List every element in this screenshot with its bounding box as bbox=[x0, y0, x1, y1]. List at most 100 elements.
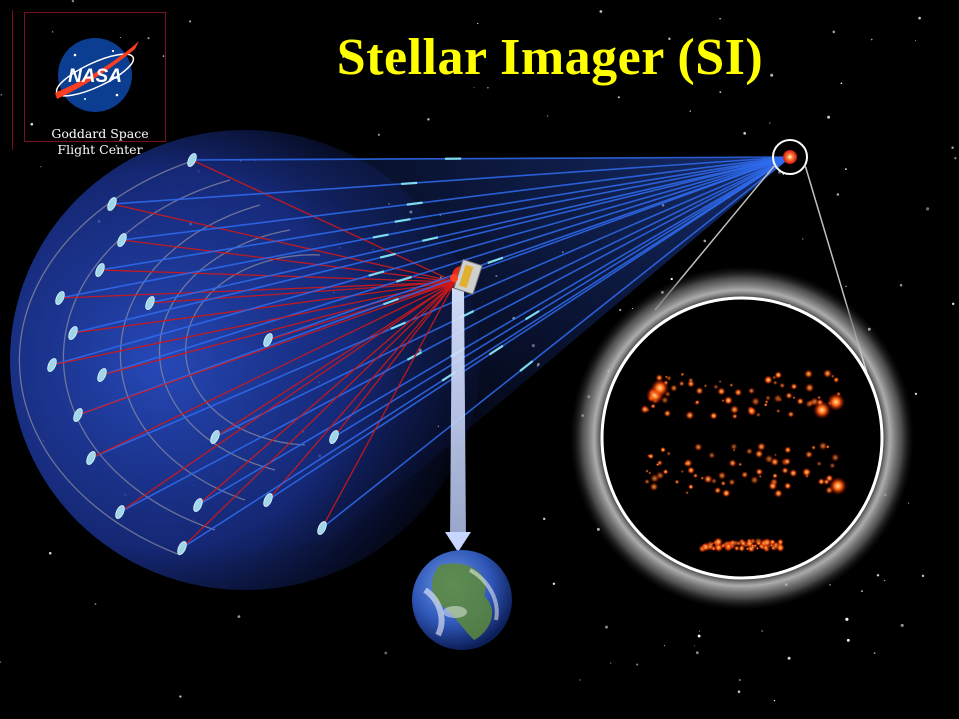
background-star bbox=[579, 679, 581, 681]
background-star bbox=[0, 661, 1, 663]
starspot bbox=[765, 400, 769, 404]
background-star bbox=[40, 165, 42, 168]
background-star bbox=[845, 285, 847, 288]
starspot bbox=[703, 384, 708, 388]
mirror-satellite bbox=[263, 333, 273, 347]
starspot bbox=[816, 461, 822, 467]
starspot bbox=[772, 375, 777, 380]
starspot bbox=[751, 397, 760, 406]
mirror-satellite bbox=[117, 233, 127, 247]
background-star bbox=[695, 651, 699, 655]
starspot bbox=[650, 403, 656, 409]
starspot bbox=[746, 447, 753, 455]
mirror-satellite bbox=[263, 493, 273, 507]
incoming-beam bbox=[214, 156, 791, 438]
background-star bbox=[719, 17, 721, 20]
hub-spacecraft bbox=[450, 258, 483, 295]
starspot bbox=[648, 471, 652, 475]
starspot bbox=[804, 383, 815, 393]
starspot bbox=[683, 458, 693, 468]
starspot bbox=[692, 473, 699, 479]
background-star bbox=[845, 617, 849, 621]
background-star bbox=[617, 96, 620, 99]
bright-starspot bbox=[829, 477, 847, 495]
beam-arrow bbox=[524, 310, 540, 321]
starspot bbox=[765, 395, 771, 401]
starspot bbox=[831, 453, 840, 462]
star-target bbox=[772, 139, 808, 175]
background-star bbox=[743, 132, 747, 135]
starspot bbox=[747, 406, 756, 416]
background-star bbox=[832, 30, 836, 34]
background-star bbox=[599, 10, 603, 13]
background-star bbox=[30, 122, 34, 126]
incoming-beam bbox=[59, 156, 791, 299]
starspot bbox=[776, 543, 785, 553]
logo-caption: Goddard Space Flight Center bbox=[28, 126, 172, 158]
beam-arrow bbox=[488, 344, 504, 356]
incoming-beam bbox=[191, 156, 791, 161]
background-star bbox=[52, 31, 54, 33]
mirror-array bbox=[47, 153, 339, 555]
reflected-beam bbox=[51, 281, 456, 366]
starspot bbox=[725, 542, 732, 550]
starspot bbox=[738, 462, 743, 467]
background-star bbox=[697, 634, 701, 638]
page-title: Stellar Imager (SI) bbox=[336, 29, 764, 86]
mirror-satellite bbox=[73, 408, 83, 422]
starspot bbox=[762, 537, 772, 548]
background-star bbox=[802, 238, 804, 240]
starspot bbox=[817, 395, 822, 400]
starspot bbox=[774, 371, 783, 379]
background-star bbox=[377, 133, 381, 136]
reflected-beam bbox=[121, 239, 456, 283]
mirror-satellite bbox=[115, 505, 125, 519]
starspot bbox=[763, 375, 773, 385]
reflected-beam bbox=[181, 281, 456, 549]
background-star bbox=[546, 115, 549, 117]
starspot bbox=[728, 478, 736, 486]
beam-arrow bbox=[519, 360, 534, 372]
starspot bbox=[662, 469, 669, 475]
incoming-beam bbox=[77, 156, 791, 416]
starspot bbox=[783, 457, 791, 466]
starspot bbox=[717, 387, 726, 396]
starspot bbox=[772, 380, 778, 386]
incoming-beam bbox=[321, 156, 791, 529]
background-star bbox=[899, 283, 903, 287]
starspot bbox=[805, 400, 814, 409]
starspot bbox=[649, 482, 659, 492]
starspot bbox=[784, 482, 792, 490]
starspot bbox=[688, 484, 694, 490]
starspot bbox=[694, 443, 703, 452]
background-star bbox=[636, 663, 639, 666]
beam-arrow bbox=[368, 270, 385, 277]
reflected-beam bbox=[90, 281, 456, 459]
starspot bbox=[768, 481, 778, 491]
background-star bbox=[604, 625, 609, 629]
incoming-beam bbox=[99, 156, 791, 271]
beam-arrow bbox=[487, 256, 504, 264]
background-star bbox=[770, 73, 774, 77]
background-star bbox=[844, 168, 847, 171]
background-star bbox=[179, 695, 182, 698]
starspot bbox=[687, 466, 695, 475]
incoming-beam bbox=[181, 156, 791, 549]
starspot bbox=[732, 448, 736, 452]
background-star bbox=[342, 56, 344, 58]
starspot bbox=[685, 410, 695, 420]
background-star bbox=[663, 644, 666, 647]
starspot bbox=[773, 394, 783, 403]
mirror-satellite bbox=[187, 153, 197, 167]
background-star bbox=[703, 239, 707, 243]
incoming-beam bbox=[51, 156, 791, 366]
starspot bbox=[718, 380, 722, 384]
starspot bbox=[823, 369, 832, 378]
starspot bbox=[695, 386, 704, 395]
background-star bbox=[119, 37, 121, 38]
background-star bbox=[926, 207, 930, 211]
mirror-satellite bbox=[107, 197, 117, 211]
mirror-satellite bbox=[193, 498, 203, 512]
starspot bbox=[713, 537, 723, 547]
starspot bbox=[688, 377, 694, 383]
